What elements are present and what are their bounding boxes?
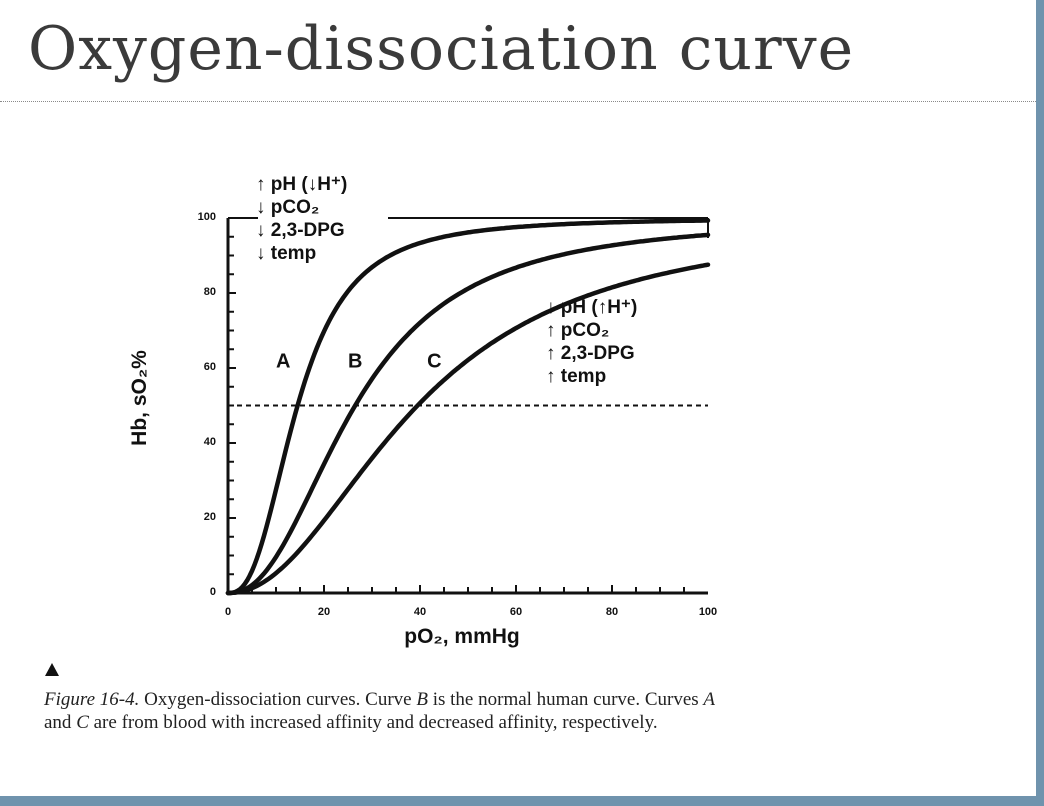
y-tick-label: 0 <box>209 586 216 598</box>
right-accent-bar <box>1036 0 1044 806</box>
x-tick-label: 0 <box>224 606 232 618</box>
x-tick-label: 100 <box>698 606 718 618</box>
right-shift-line-2: ↑ pCO₂ <box>546 320 610 341</box>
y-tick-label: 40 <box>203 436 216 448</box>
curve-label-b: B <box>348 351 362 373</box>
curve-label-a: A <box>276 351 290 373</box>
caption-b-label: B <box>416 689 428 710</box>
curve-labels-group: A B C <box>276 351 442 373</box>
left-shift-line-2: ↓ pCO₂ <box>256 197 320 218</box>
x-tick-label: 60 <box>509 606 523 618</box>
curve-b <box>225 232 711 596</box>
title-divider <box>0 101 1036 102</box>
caption-text-2: is the normal human curve. Curves <box>427 689 704 710</box>
x-tick-label: 20 <box>317 606 331 618</box>
curve-a <box>225 218 711 596</box>
y-tick-label: 80 <box>203 286 216 298</box>
caption-figure-label: Figure 16-4. <box>44 689 140 710</box>
triangle-icon <box>45 663 59 676</box>
left-shift-line-4: ↓ temp <box>256 243 317 264</box>
figure-caption: Figure 16-4. Oxygen-dissociation curves.… <box>44 688 744 734</box>
right-shift-line-3: ↑ 2,3-DPG <box>546 343 635 364</box>
page-title: Oxygen-dissociation curve <box>28 14 855 84</box>
y-axis-label: Hb, sO₂% <box>128 350 151 446</box>
curve-c <box>225 262 711 596</box>
y-tick-label: 20 <box>203 511 216 523</box>
right-shift-line-4: ↑ temp <box>546 366 607 387</box>
bottom-accent-bar <box>0 796 1044 806</box>
y-tick-label: 60 <box>203 361 216 373</box>
x-axis-label: pO₂, mmHg <box>404 625 520 648</box>
curve-label-c: C <box>427 351 441 373</box>
caption-a-label: A <box>703 689 716 710</box>
y-tick-label: 100 <box>197 211 216 223</box>
x-tick-label: 40 <box>413 606 427 618</box>
caption-and: and <box>44 712 77 733</box>
caption-text-3: are from blood with increased affinity a… <box>88 712 658 733</box>
right-shift-annotation: ↓ pH (↑H⁺) ↑ pCO₂ ↑ 2,3-DPG ↑ temp <box>546 296 637 388</box>
caption-text-1: Oxygen-dissociation curves. Curve <box>139 689 417 710</box>
caption-c-label: C <box>76 712 89 733</box>
left-shift-annotation: ↑ pH (↓H⁺) ↓ pCO₂ ↓ 2,3-DPG ↓ temp <box>256 173 347 265</box>
left-shift-line-1: ↑ pH (↓H⁺) <box>256 174 348 195</box>
curves-group <box>225 218 711 596</box>
right-shift-line-1: ↓ pH (↑H⁺) <box>546 297 638 318</box>
x-tick-label: 80 <box>605 606 619 618</box>
left-shift-line-3: ↓ 2,3-DPG <box>256 220 345 241</box>
